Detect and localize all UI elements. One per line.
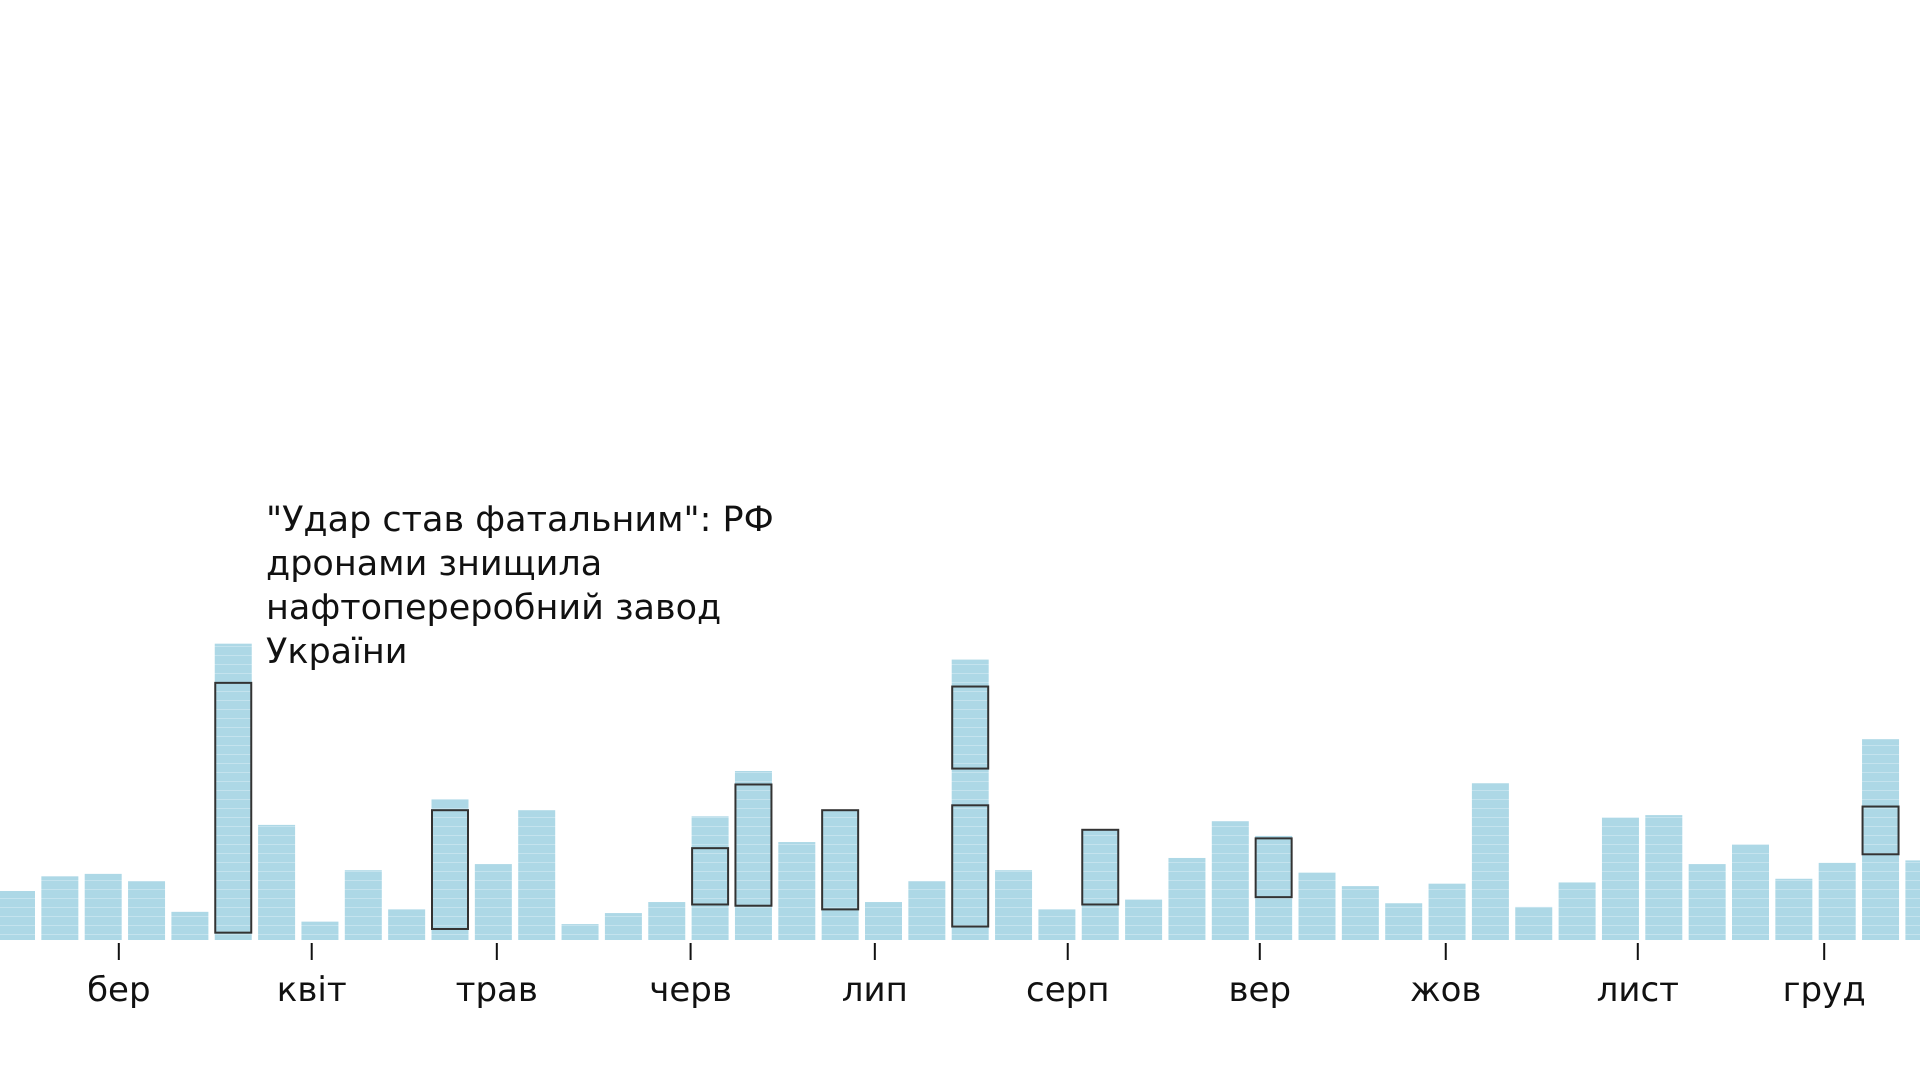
bar[interactable] xyxy=(908,881,946,940)
bar[interactable] xyxy=(1688,864,1726,940)
bar[interactable] xyxy=(561,924,599,940)
bar[interactable] xyxy=(691,816,729,940)
bar[interactable] xyxy=(258,824,296,940)
bar[interactable] xyxy=(431,799,469,940)
x-tick-label: лип xyxy=(842,970,908,1010)
bar[interactable] xyxy=(1601,817,1639,940)
bar[interactable] xyxy=(1385,903,1423,940)
x-tick-label: бер xyxy=(87,970,150,1010)
annotation-line: "Удар став фатальним": РФ xyxy=(266,500,774,540)
annotation-line: нафтопереробний завод xyxy=(266,588,722,628)
bar[interactable] xyxy=(1515,906,1553,940)
bar[interactable] xyxy=(1905,860,1920,940)
highlighted-article-box[interactable] xyxy=(734,783,773,907)
bar[interactable] xyxy=(821,810,859,940)
bar[interactable] xyxy=(388,909,426,940)
x-tick-label: черв xyxy=(649,970,732,1010)
highlighted-article-box[interactable] xyxy=(1861,805,1900,856)
bar[interactable] xyxy=(1862,739,1900,940)
highlighted-article-box[interactable] xyxy=(431,809,469,930)
annotation-line: дронами знищила xyxy=(266,544,603,584)
bar[interactable] xyxy=(734,771,772,940)
bar[interactable] xyxy=(1818,862,1856,940)
bar[interactable] xyxy=(128,881,166,940)
bar[interactable] xyxy=(865,902,902,940)
bar[interactable] xyxy=(518,810,556,940)
bar[interactable] xyxy=(301,921,339,940)
bar[interactable] xyxy=(344,870,382,940)
bar[interactable] xyxy=(1732,844,1769,940)
bar[interactable] xyxy=(1168,857,1206,940)
bar[interactable] xyxy=(1558,882,1596,940)
bar[interactable] xyxy=(1471,783,1509,940)
x-tick-label: вер xyxy=(1229,970,1292,1010)
bar[interactable] xyxy=(41,876,79,940)
bar[interactable] xyxy=(1038,909,1076,940)
bar[interactable] xyxy=(648,902,686,940)
x-tick-label: серп xyxy=(1026,970,1109,1010)
highlighted-article-box[interactable] xyxy=(821,809,860,911)
annotation-line: України xyxy=(266,632,408,672)
bar[interactable] xyxy=(0,891,35,940)
highlighted-article-box[interactable] xyxy=(214,681,253,934)
bar[interactable] xyxy=(171,911,209,940)
bar[interactable] xyxy=(1081,829,1119,940)
x-tick-label: квіт xyxy=(277,970,347,1010)
highlighted-article-box[interactable] xyxy=(691,847,730,906)
x-tick-label: груд xyxy=(1783,970,1866,1010)
x-tick-label: лист xyxy=(1597,970,1679,1010)
bar[interactable] xyxy=(474,864,512,940)
bar[interactable] xyxy=(84,873,122,940)
bar[interactable] xyxy=(1428,883,1466,940)
bar[interactable] xyxy=(1211,821,1249,940)
bar[interactable] xyxy=(995,870,1033,940)
bar[interactable] xyxy=(1775,878,1813,940)
highlighted-article-box[interactable] xyxy=(1081,828,1120,906)
highlighted-article-box[interactable] xyxy=(951,804,990,928)
bar[interactable] xyxy=(1255,835,1293,940)
x-tick-label: жов xyxy=(1410,970,1481,1010)
bar[interactable] xyxy=(214,643,252,940)
bar[interactable] xyxy=(951,659,989,940)
highlighted-article-box[interactable] xyxy=(1254,837,1293,899)
x-tick-label: трав xyxy=(456,970,538,1010)
headline-annotation[interactable]: "Удар став фатальним": РФ дронами знищил… xyxy=(266,498,774,674)
bar[interactable] xyxy=(1645,815,1683,940)
bar[interactable] xyxy=(1125,899,1163,940)
bar[interactable] xyxy=(1298,872,1336,940)
bar[interactable] xyxy=(1341,886,1379,940)
highlighted-article-box[interactable] xyxy=(951,685,990,770)
bar[interactable] xyxy=(778,842,816,940)
bar[interactable] xyxy=(604,913,642,940)
